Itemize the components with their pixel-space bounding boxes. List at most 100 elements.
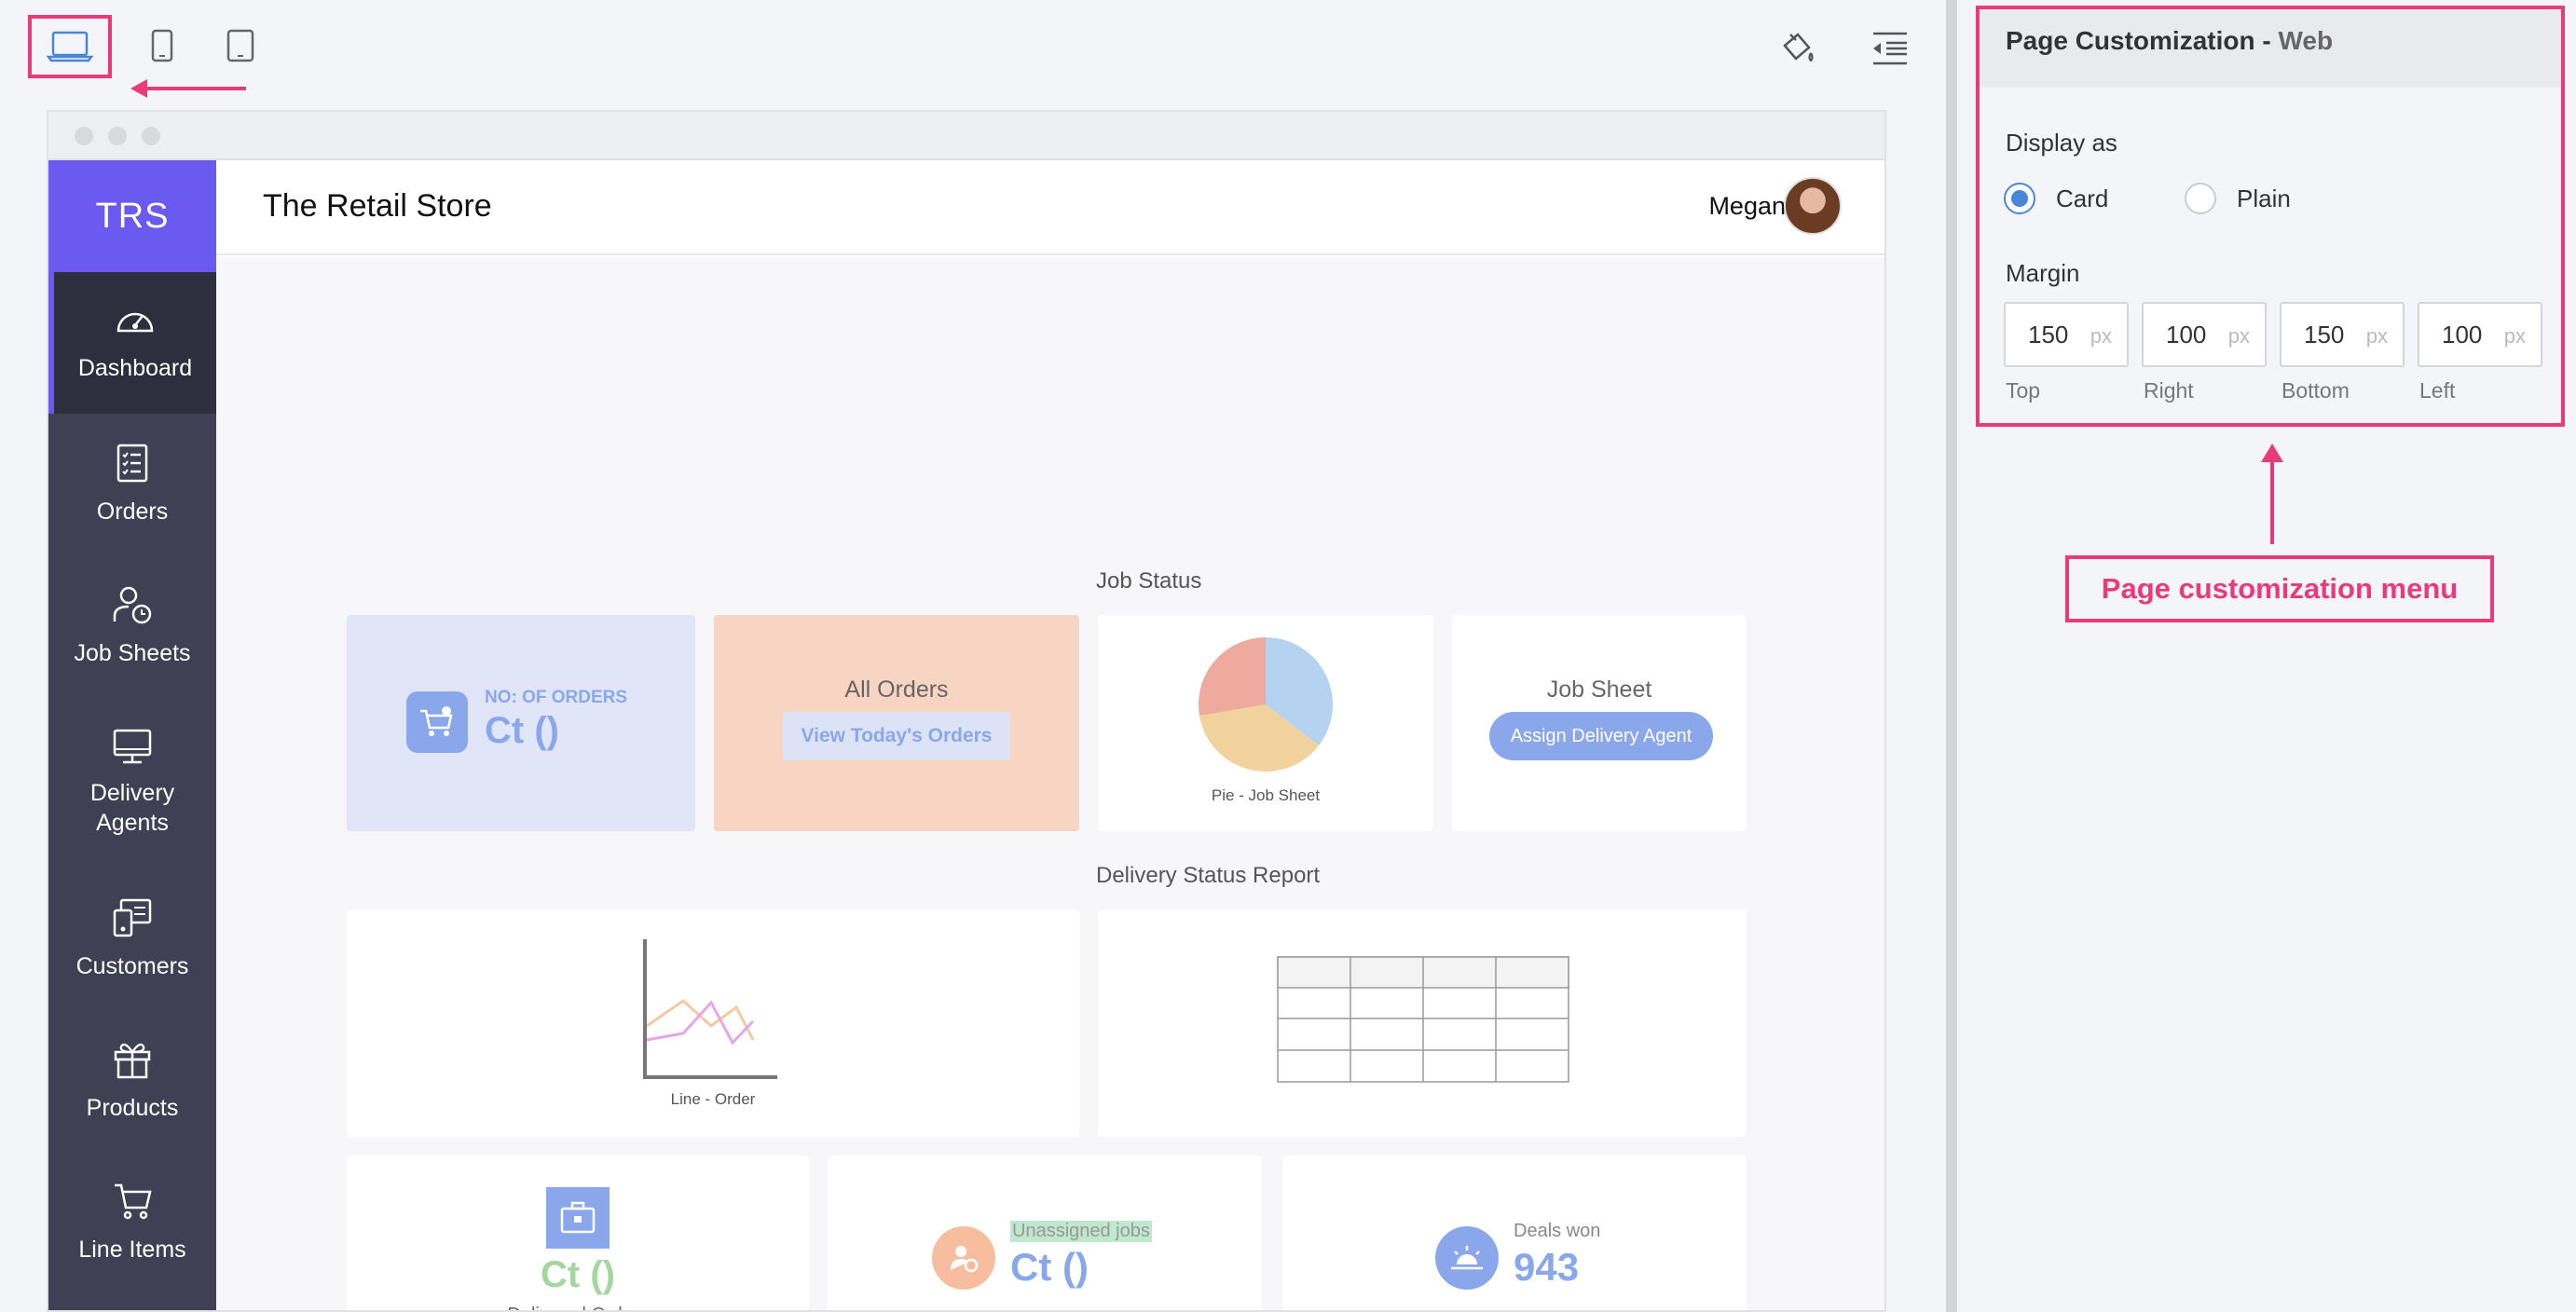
panel-title-separator: - bbox=[2254, 26, 2279, 55]
sidebar-item-job-sheets[interactable]: Job Sheets bbox=[48, 555, 216, 697]
preview-window: TRS Dashboard Orders Job Sheets bbox=[47, 110, 1886, 1312]
sidebar-item-label: Products bbox=[86, 1095, 179, 1121]
margin-left-input[interactable]: 100 px bbox=[2418, 302, 2542, 367]
sidebar-item-label: Line Items bbox=[78, 1237, 186, 1263]
unassigned-jobs-value: Ct () bbox=[1010, 1245, 1089, 1289]
line-series bbox=[646, 1000, 755, 1046]
pie-slice bbox=[1199, 637, 1266, 716]
briefcase-icon bbox=[546, 1187, 610, 1249]
window-dot bbox=[108, 127, 127, 145]
sidebar-item-label: Job Sheets bbox=[74, 640, 191, 666]
unassigned-jobs-caption: Unassigned jobs bbox=[1010, 1221, 1152, 1242]
window-dot bbox=[75, 127, 93, 145]
all-orders-card: All Orders View Today's Orders bbox=[714, 615, 1079, 831]
pointer-arrow-up bbox=[2261, 444, 2283, 544]
tablet-icon bbox=[226, 29, 254, 62]
app-preview: TRS Dashboard Orders Job Sheets bbox=[48, 160, 1884, 1310]
deals-won-value: 943 bbox=[1514, 1245, 1580, 1289]
browser-titlebar bbox=[48, 112, 1884, 160]
orders-count-card[interactable]: NO: OF ORDERS Ct () bbox=[347, 615, 695, 831]
delivered-orders-caption: Delivered Orders bbox=[347, 1305, 809, 1310]
view-todays-orders-button[interactable]: View Today's Orders bbox=[783, 712, 1010, 760]
orders-count-value: Ct () bbox=[485, 710, 559, 751]
section-title-delivery-status: Delivery Status Report bbox=[1096, 863, 1321, 888]
margin-top-input[interactable]: 150 px bbox=[2004, 302, 2129, 367]
orders-count-caption: NO: OF ORDERS bbox=[485, 688, 628, 707]
brand-logo[interactable]: TRS bbox=[48, 160, 216, 272]
line-chart-caption: Line - Order bbox=[670, 1090, 756, 1108]
paint-bucket-icon bbox=[1777, 29, 1816, 68]
sidebar-item-delivery-agents[interactable]: Delivery Agents bbox=[48, 697, 216, 868]
margin-unit: px bbox=[2227, 324, 2250, 348]
tablet-view-button[interactable] bbox=[199, 15, 281, 76]
panel-resize-divider[interactable] bbox=[1946, 0, 1957, 1312]
window-dot bbox=[142, 127, 160, 145]
avatar[interactable] bbox=[1784, 177, 1842, 235]
dashboard-canvas: Job Status NO: OF ORDERS Ct () All Order… bbox=[216, 257, 1884, 1310]
theme-button[interactable] bbox=[1769, 20, 1825, 76]
sidebar-item-dashboard[interactable]: Dashboard bbox=[48, 272, 216, 414]
margin-label: Margin bbox=[2006, 259, 2080, 287]
pie-slice bbox=[1199, 704, 1319, 772]
delivered-orders-card: Ct () Delivered Orders bbox=[347, 1155, 809, 1310]
margin-right-value: 100 bbox=[2166, 321, 2207, 348]
display-card-label[interactable]: Card bbox=[2056, 184, 2109, 212]
page-customization-menu: Page Customization - Web Display as Card… bbox=[1976, 6, 2565, 427]
line-chart bbox=[643, 939, 777, 1079]
margin-right-caption: Right bbox=[2144, 378, 2194, 403]
sidebar-item-label: Customers bbox=[75, 953, 189, 979]
margin-left-value: 100 bbox=[2442, 321, 2483, 348]
job-sheet-title: Job Sheet bbox=[1546, 676, 1652, 703]
table-placeholder bbox=[1277, 956, 1569, 1083]
sidebar-item-products[interactable]: Products bbox=[48, 1010, 216, 1152]
panel-header: Page Customization - Web bbox=[1980, 9, 2561, 88]
sidebar-item-label: Delivery Agents bbox=[89, 780, 175, 836]
user-name[interactable]: Megan bbox=[1708, 192, 1786, 220]
cart-add-icon bbox=[406, 691, 468, 753]
sunrise-icon bbox=[1435, 1226, 1499, 1290]
sidebar-item-line-items[interactable]: Line Items bbox=[48, 1152, 216, 1293]
delivered-orders-value: Ct () bbox=[541, 1254, 615, 1295]
margin-unit: px bbox=[2365, 324, 2388, 348]
desktop-view-button[interactable] bbox=[28, 15, 112, 78]
job-sheet-card: Job Sheet Assign Delivery Agent bbox=[1452, 615, 1747, 831]
mobile-view-button[interactable] bbox=[121, 15, 203, 76]
pie-chart-caption: Pie - Job Sheet bbox=[1211, 786, 1321, 804]
sidebar-item-customers[interactable]: Customers bbox=[48, 868, 216, 1010]
panel-title: Page Customization - Web bbox=[2006, 26, 2333, 56]
sidebar-item-label: Dashboard bbox=[77, 355, 193, 381]
table-card bbox=[1098, 909, 1747, 1137]
display-plain-label[interactable]: Plain bbox=[2237, 184, 2291, 212]
margin-bottom-input[interactable]: 150 px bbox=[2280, 302, 2405, 367]
monitor-icon bbox=[112, 728, 153, 765]
layout-settings-icon bbox=[1870, 30, 1911, 67]
margin-right-input[interactable]: 100 px bbox=[2142, 302, 2267, 367]
deals-won-caption: Deals won bbox=[1514, 1221, 1601, 1241]
margin-top-caption: Top bbox=[2006, 378, 2041, 403]
pie-slice bbox=[1266, 637, 1333, 745]
pie-chart-card: Pie - Job Sheet bbox=[1098, 615, 1433, 831]
page-title: The Retail Store bbox=[263, 188, 492, 224]
mobile-icon bbox=[151, 29, 173, 62]
display-as-label: Display as bbox=[2006, 129, 2117, 157]
panel-subtitle: Web bbox=[2278, 26, 2334, 55]
cart-icon bbox=[112, 1181, 153, 1222]
layout-settings-button[interactable] bbox=[1862, 20, 1918, 76]
display-plain-radio[interactable] bbox=[2185, 183, 2216, 214]
line-chart-card: Line - Order bbox=[347, 909, 1079, 1137]
display-card-radio[interactable] bbox=[2004, 183, 2035, 214]
margin-bottom-value: 150 bbox=[2304, 321, 2345, 348]
margin-unit: px bbox=[2090, 324, 2112, 348]
margin-top-value: 150 bbox=[2028, 321, 2069, 348]
customization-panel bbox=[1957, 0, 2576, 1312]
all-orders-title: All Orders bbox=[844, 676, 949, 703]
assign-delivery-agent-button[interactable]: Assign Delivery Agent bbox=[1489, 712, 1713, 760]
sidebar-item-label: Orders bbox=[96, 499, 169, 525]
sidebar-item-orders[interactable]: Orders bbox=[48, 414, 216, 555]
app-header: The Retail Store Megan bbox=[216, 160, 1884, 255]
pointer-arrow-left bbox=[130, 79, 246, 98]
gift-icon bbox=[112, 1039, 153, 1080]
user-clock-icon bbox=[112, 584, 153, 625]
unassigned-jobs-card: Unassigned jobs Ct () bbox=[828, 1155, 1262, 1310]
pie-chart bbox=[1199, 637, 1333, 772]
